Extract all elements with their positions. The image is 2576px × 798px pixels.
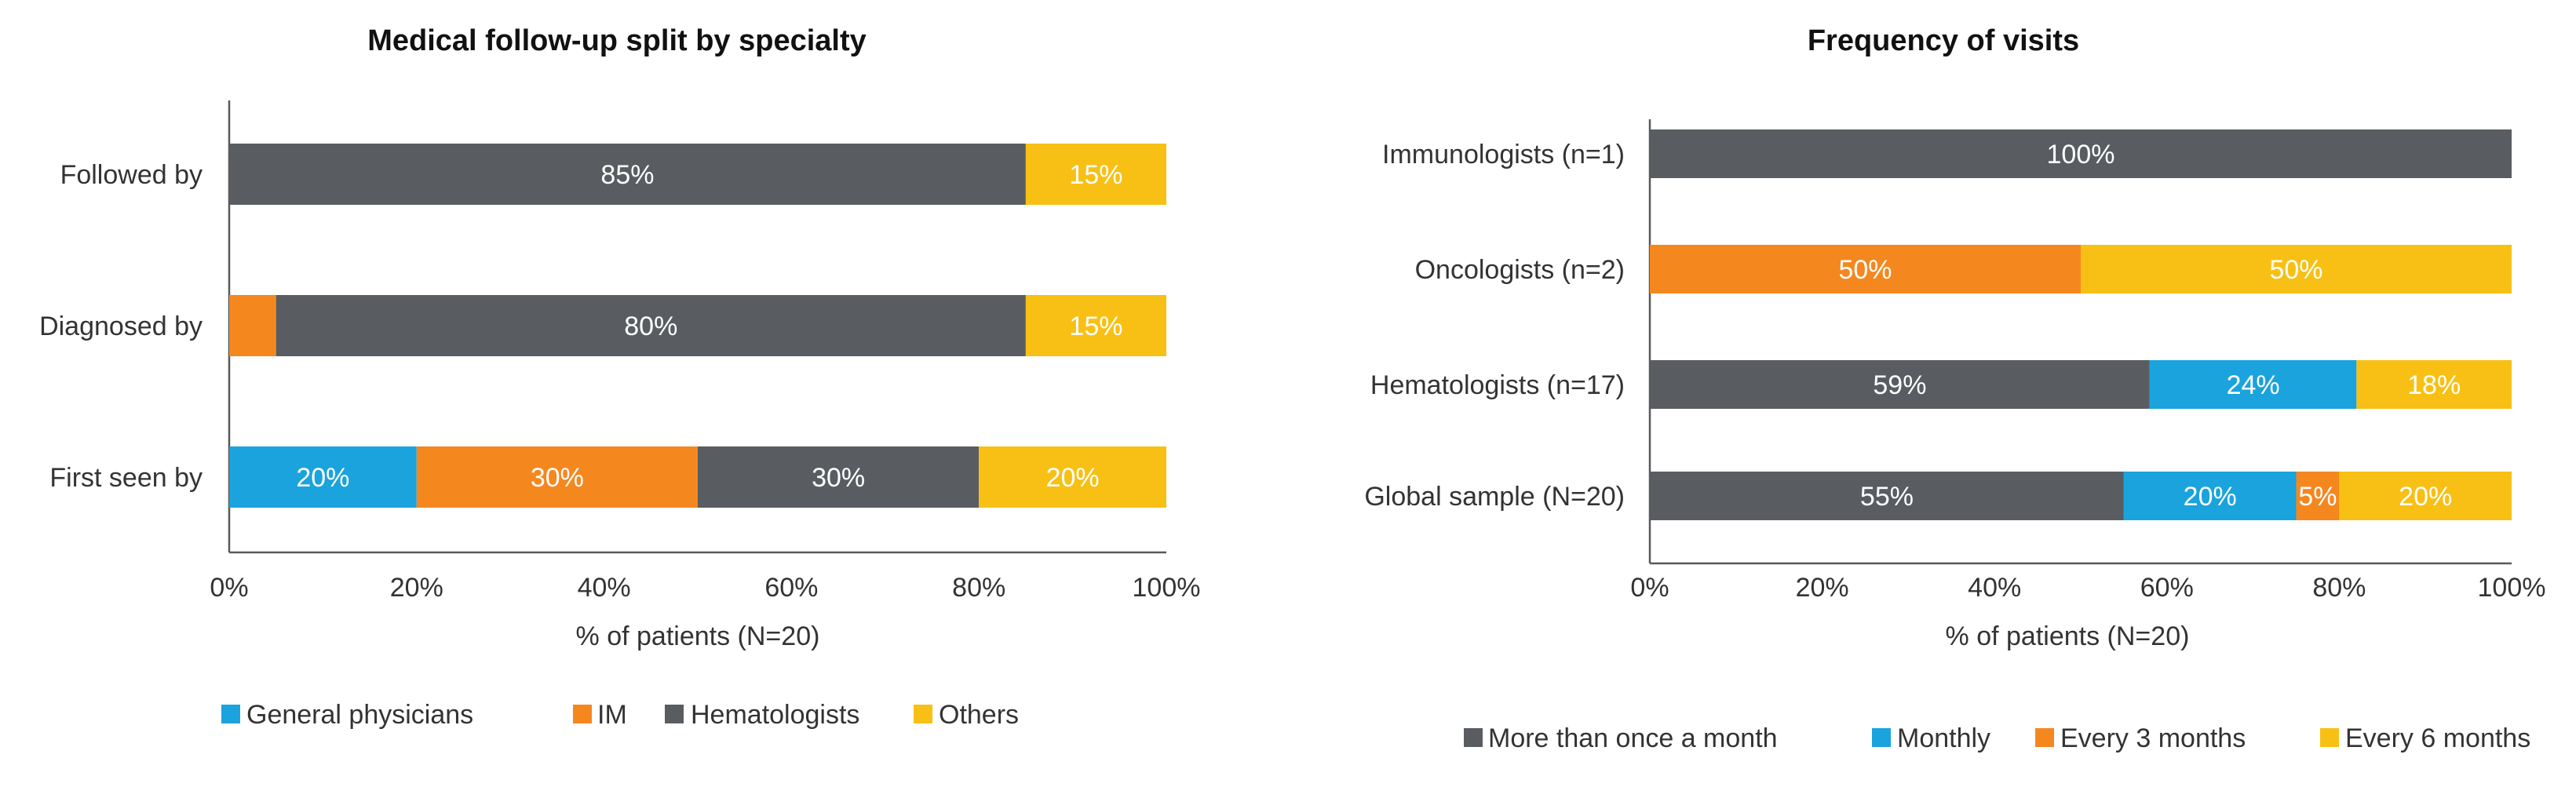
chart-title: Frequency of visits [1808, 24, 2079, 57]
bar-segment [416, 446, 698, 508]
category-label: Immunologists (n=1) [1382, 140, 1625, 169]
bar-segment [1025, 295, 1166, 356]
legend-label: IM [597, 700, 627, 730]
bar-segment [698, 446, 980, 508]
x-tick-label: 100% [1133, 573, 1201, 603]
legend-swatch [1464, 728, 1483, 747]
bar-data-label: 85% [600, 160, 654, 190]
category-label: First seen by [49, 463, 203, 493]
chart-title: Medical follow-up split by specialty [367, 24, 867, 57]
bar-data-label: 50% [2269, 255, 2322, 285]
x-tick-label: 40% [1968, 573, 2021, 603]
bar-data-label: 24% [2227, 370, 2280, 400]
legend-swatch [665, 705, 684, 723]
category-label: Diagnosed by [39, 312, 203, 341]
legend-swatch [914, 705, 932, 723]
specialty-chart: Medical follow-up split by specialty 0% 20… [39, 24, 1200, 730]
x-axis-label: % of patients (N=20) [576, 621, 820, 651]
bar-segment [1650, 360, 2150, 409]
legend-swatch [1872, 728, 1891, 747]
bar-data-label: 15% [1069, 312, 1122, 341]
bar-segment [1025, 144, 1166, 205]
x-tick-label: 20% [390, 573, 443, 603]
bar-segment [2296, 472, 2340, 520]
bar-segment [2123, 472, 2297, 520]
bar-data-label: 55% [1860, 482, 1914, 512]
bar-data-label: 30% [812, 463, 865, 493]
legend-label: More than once a month [1488, 723, 1778, 753]
bar-data-label: 20% [2184, 482, 2237, 512]
bar-data-label: 5% [2298, 482, 2337, 512]
bar-data-label: 50% [1838, 255, 1892, 285]
bar-data-label: 30% [531, 463, 584, 493]
legend-swatch [573, 705, 592, 723]
bar-segment [2149, 360, 2357, 409]
legend-label: Monthly [1897, 723, 1990, 753]
category-label: Followed by [60, 160, 203, 190]
bar-data-label: 18% [2407, 370, 2461, 400]
x-tick-label: 80% [952, 573, 1005, 603]
x-tick-label: 0% [1630, 573, 1669, 603]
x-tick-label: 60% [764, 573, 818, 603]
bar-data-label: 59% [1873, 370, 1926, 400]
bar-segment [2339, 472, 2512, 520]
category-label: Hematologists (n=17) [1370, 370, 1625, 400]
bar-segment [1650, 129, 2512, 178]
bar-segment [1650, 245, 2081, 293]
bar-segment [275, 295, 1026, 356]
bar-segment [2081, 245, 2512, 293]
bar-data-label: 20% [296, 463, 349, 493]
legend-label: General physicians [246, 700, 473, 730]
bar-segment [2356, 360, 2512, 409]
legend-label: Others [939, 700, 1019, 730]
legend-swatch [2035, 728, 2054, 747]
legend-label: Every 6 months [2345, 723, 2530, 753]
category-label: Oncologists (n=2) [1415, 255, 1625, 285]
x-tick-label: 60% [2140, 573, 2194, 603]
x-tick-label: 20% [1796, 573, 1849, 603]
x-axis-label: % of patients (N=20) [1946, 621, 2190, 651]
x-tick-label: 40% [578, 573, 631, 603]
bar-segment [229, 446, 417, 508]
bar-segment [229, 144, 1026, 205]
bar-data-label: 20% [1046, 463, 1100, 493]
bar-segment [229, 295, 276, 356]
bar-data-label: 15% [1069, 160, 1122, 190]
x-tick-label: 0% [210, 573, 248, 603]
bar-segment [1650, 472, 2124, 520]
bar-data-label: 20% [2399, 482, 2452, 512]
bar-data-label: 80% [624, 312, 677, 341]
x-tick-label: 80% [2312, 573, 2366, 603]
legend-swatch [2320, 728, 2339, 747]
bar-data-label: 100% [2047, 140, 2115, 169]
visit-frequency-chart: Frequency of visits 0% 20% 40% 60% 80% 100% % o… [1364, 24, 2545, 753]
legend-label: Hematologists [691, 700, 859, 730]
legend-swatch [221, 705, 240, 723]
x-tick-label: 100% [2478, 573, 2546, 603]
legend-label: Every 3 months [2060, 723, 2246, 753]
category-label: Global sample (N=20) [1364, 482, 1625, 512]
bar-segment [979, 446, 1166, 508]
